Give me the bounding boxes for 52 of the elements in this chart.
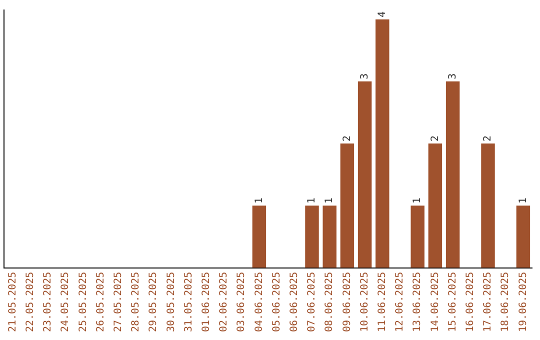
- x-tick-label: 22.05.2025: [24, 272, 36, 332]
- bar: [446, 81, 460, 268]
- x-tick-label: 06.06.2025: [288, 272, 300, 332]
- data-label: 2: [482, 136, 494, 142]
- bar: [322, 206, 336, 268]
- x-tick-label: 15.06.2025: [447, 272, 458, 332]
- data-label: 1: [412, 198, 424, 204]
- x-tick-label: 12.06.2025: [394, 272, 406, 332]
- data-label: 4: [376, 11, 388, 18]
- x-tick-label: 30.05.2025: [166, 272, 177, 332]
- x-tick-label: 07.06.2025: [306, 272, 318, 332]
- bar: [481, 144, 495, 268]
- x-tick-label: 10.06.2025: [359, 272, 370, 332]
- x-tick-label: 29.05.2025: [148, 272, 160, 332]
- x-tick-label: 19.06.2025: [518, 272, 529, 332]
- x-tick-label: 02.06.2025: [218, 272, 230, 332]
- x-tick-label: 14.06.2025: [430, 272, 441, 332]
- x-tick-label: 04.06.2025: [254, 272, 265, 332]
- x-tick-label: 16.06.2025: [464, 272, 476, 332]
- data-label: 1: [306, 198, 318, 204]
- x-tick-label: 09.06.2025: [342, 272, 353, 332]
- data-label: 1: [324, 198, 336, 204]
- x-tick-label: 28.05.2025: [130, 272, 142, 332]
- bar: [358, 81, 372, 268]
- data-label: 1: [254, 198, 265, 204]
- x-tick-label: 11.06.2025: [376, 272, 388, 332]
- x-tick-label: 17.06.2025: [482, 272, 494, 332]
- bar: [410, 206, 424, 268]
- x-tick-label: 05.06.2025: [271, 272, 282, 332]
- bar: [340, 144, 354, 268]
- bar: [428, 144, 442, 268]
- x-tick-label: 21.05.2025: [7, 272, 18, 332]
- x-tick-label: 31.05.2025: [183, 272, 194, 332]
- x-tick-label: 24.05.2025: [60, 272, 72, 332]
- x-tick-label: 27.05.2025: [112, 272, 124, 332]
- x-tick-label: 13.06.2025: [412, 272, 424, 332]
- data-label: 1: [518, 198, 529, 204]
- bar: [516, 206, 530, 268]
- x-tick-label: 08.06.2025: [324, 272, 336, 332]
- x-tick-label: 26.05.2025: [95, 272, 106, 332]
- data-label: 2: [430, 136, 441, 142]
- x-tick-label: 01.06.2025: [200, 272, 212, 332]
- x-tick-label: 23.05.2025: [42, 272, 54, 332]
- x-tick-label: 18.06.2025: [500, 272, 512, 332]
- data-label: 3: [447, 73, 458, 80]
- x-tick-label: 25.05.2025: [78, 272, 89, 332]
- data-label: 3: [359, 73, 370, 80]
- bar: [376, 19, 390, 268]
- x-tick-label: 03.06.2025: [236, 272, 248, 332]
- data-label: 2: [342, 136, 353, 142]
- bar: [252, 206, 266, 268]
- bar: [305, 206, 319, 268]
